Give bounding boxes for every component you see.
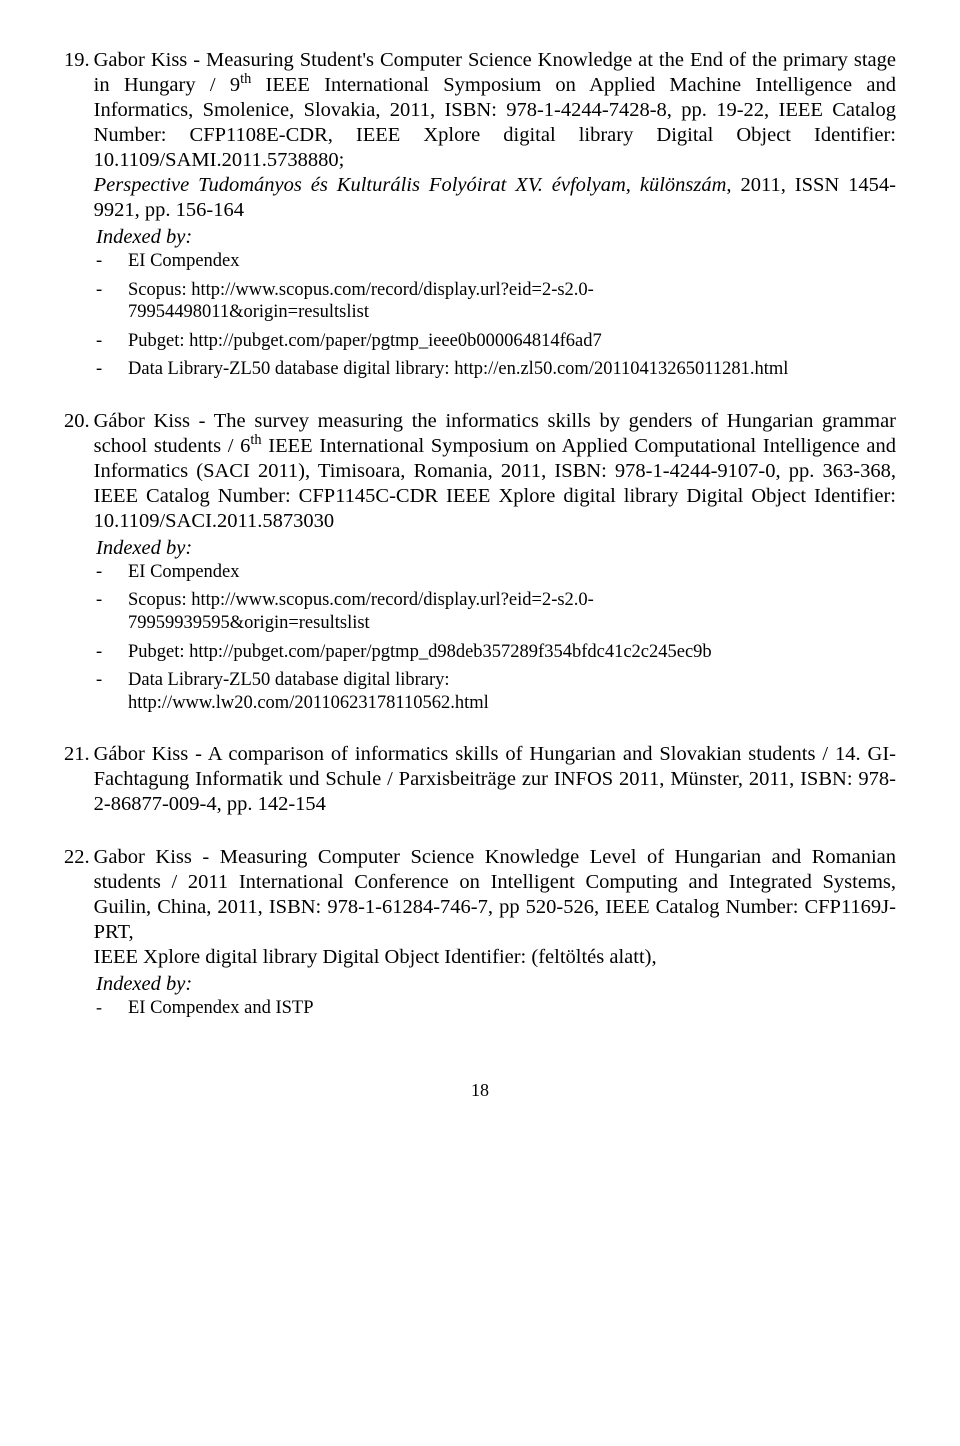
bullet-mark: - xyxy=(96,330,128,353)
bibliography-entry: 20. Gábor Kiss - The survey measuring th… xyxy=(64,409,896,714)
bullet-mark: - xyxy=(96,561,128,584)
bullet-mark: - xyxy=(96,589,128,634)
index-item: - Pubget: http://pubget.com/paper/pgtmp_… xyxy=(96,641,896,664)
superscript: th xyxy=(240,71,251,87)
bullet-mark: - xyxy=(96,669,128,714)
bullet-mark: - xyxy=(96,279,128,324)
bullet-mark: - xyxy=(96,250,128,273)
index-link-line1: Data Library-ZL50 database digital libra… xyxy=(128,670,450,690)
index-item: - Scopus: http://www.scopus.com/record/d… xyxy=(96,589,896,634)
entry-number: 22. xyxy=(64,845,94,970)
entry-extra-line: IEEE Xplore digital library Digital Obje… xyxy=(94,946,657,968)
bibliography-entry: 21. Gábor Kiss - A comparison of informa… xyxy=(64,742,896,817)
bibliography-entry: 22. Gabor Kiss - Measuring Computer Scie… xyxy=(64,845,896,1020)
entry-body: Gabor Kiss - Measuring Student's Compute… xyxy=(94,48,896,223)
index-text: EI Compendex and ISTP xyxy=(128,997,896,1020)
index-text: Data Library-ZL50 database digital libra… xyxy=(128,358,896,381)
index-list: - EI Compendex - Scopus: http://www.scop… xyxy=(96,561,896,714)
index-item: - Scopus: http://www.scopus.com/record/d… xyxy=(96,279,896,324)
index-link-line1: Scopus: http://www.scopus.com/record/dis… xyxy=(128,590,594,610)
index-text: Scopus: http://www.scopus.com/record/dis… xyxy=(128,589,896,634)
indexed-by-label: Indexed by: xyxy=(96,536,896,561)
index-text: Pubget: http://pubget.com/paper/pgtmp_d9… xyxy=(128,641,896,664)
index-link-line2: 79954498011&origin=resultslist xyxy=(128,301,896,324)
entry-number: 20. xyxy=(64,409,94,534)
index-text: Data Library-ZL50 database digital libra… xyxy=(128,669,896,714)
index-text: EI Compendex xyxy=(128,561,896,584)
index-link-line2: 79959939595&origin=resultslist xyxy=(128,612,896,635)
index-item: - Data Library-ZL50 database digital lib… xyxy=(96,669,896,714)
index-link-line1: Scopus: http://www.scopus.com/record/dis… xyxy=(128,280,594,300)
bibliography-entry: 19. Gabor Kiss - Measuring Student's Com… xyxy=(64,48,896,381)
index-list: - EI Compendex and ISTP xyxy=(96,997,896,1020)
entry-body: Gábor Kiss - The survey measuring the in… xyxy=(94,409,896,534)
index-item: - EI Compendex xyxy=(96,250,896,273)
index-item: - Data Library-ZL50 database digital lib… xyxy=(96,358,896,381)
bullet-mark: - xyxy=(96,641,128,664)
entry-italic-tail: Perspective Tudományos és Kulturális Fol… xyxy=(94,174,727,196)
bullet-mark: - xyxy=(96,358,128,381)
entry-body: Gabor Kiss - Measuring Computer Science … xyxy=(94,845,896,970)
superscript: th xyxy=(250,432,261,448)
entry-text-pre: Gabor Kiss - Measuring Computer Science … xyxy=(94,846,896,943)
bullet-mark: - xyxy=(96,997,128,1020)
index-item: - EI Compendex and ISTP xyxy=(96,997,896,1020)
entry-number: 19. xyxy=(64,48,94,223)
indexed-by-label: Indexed by: xyxy=(96,225,896,250)
index-item: - EI Compendex xyxy=(96,561,896,584)
indexed-by-label: Indexed by: xyxy=(96,972,896,997)
entry-text-pre: Gábor Kiss - A comparison of informatics… xyxy=(94,743,896,815)
index-text: Scopus: http://www.scopus.com/record/dis… xyxy=(128,279,896,324)
index-list: - EI Compendex - Scopus: http://www.scop… xyxy=(96,250,896,381)
entry-body: Gábor Kiss - A comparison of informatics… xyxy=(94,742,896,817)
page-number: 18 xyxy=(64,1080,896,1102)
index-text: EI Compendex xyxy=(128,250,896,273)
index-link-line2: http://www.lw20.com/20110623178110562.ht… xyxy=(128,692,896,715)
entry-number: 21. xyxy=(64,742,94,817)
index-item: - Pubget: http://pubget.com/paper/pgtmp_… xyxy=(96,330,896,353)
index-text: Pubget: http://pubget.com/paper/pgtmp_ie… xyxy=(128,330,896,353)
